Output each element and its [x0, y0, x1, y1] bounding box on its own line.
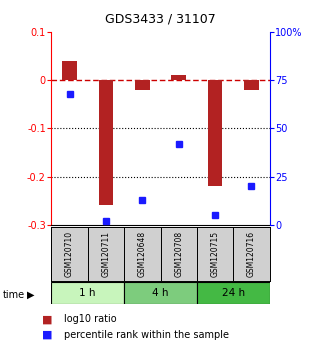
Bar — [51, 282, 124, 304]
Text: GSM120710: GSM120710 — [65, 231, 74, 277]
Text: 24 h: 24 h — [222, 289, 245, 298]
Bar — [233, 227, 270, 281]
Bar — [244, 80, 259, 90]
Bar — [135, 80, 150, 90]
Text: GSM120708: GSM120708 — [174, 231, 183, 277]
Bar — [197, 227, 233, 281]
Bar — [51, 227, 88, 281]
Bar — [171, 75, 186, 80]
Text: log10 ratio: log10 ratio — [64, 314, 117, 324]
Text: ■: ■ — [42, 330, 52, 339]
Text: 4 h: 4 h — [152, 289, 169, 298]
Bar — [160, 227, 197, 281]
Bar — [124, 282, 197, 304]
Text: ■: ■ — [42, 314, 52, 324]
Text: 1 h: 1 h — [80, 289, 96, 298]
Text: time: time — [3, 290, 25, 299]
Bar — [208, 80, 222, 186]
Bar — [124, 227, 160, 281]
Text: GSM120648: GSM120648 — [138, 231, 147, 277]
Text: percentile rank within the sample: percentile rank within the sample — [64, 330, 229, 339]
Bar — [62, 61, 77, 80]
Bar — [99, 80, 113, 205]
Bar — [88, 227, 124, 281]
Text: GSM120715: GSM120715 — [211, 231, 220, 277]
Bar — [197, 282, 270, 304]
Text: ▶: ▶ — [27, 290, 35, 299]
Text: GSM120711: GSM120711 — [101, 231, 110, 277]
Text: GSM120716: GSM120716 — [247, 231, 256, 277]
Text: GDS3433 / 31107: GDS3433 / 31107 — [105, 12, 216, 25]
